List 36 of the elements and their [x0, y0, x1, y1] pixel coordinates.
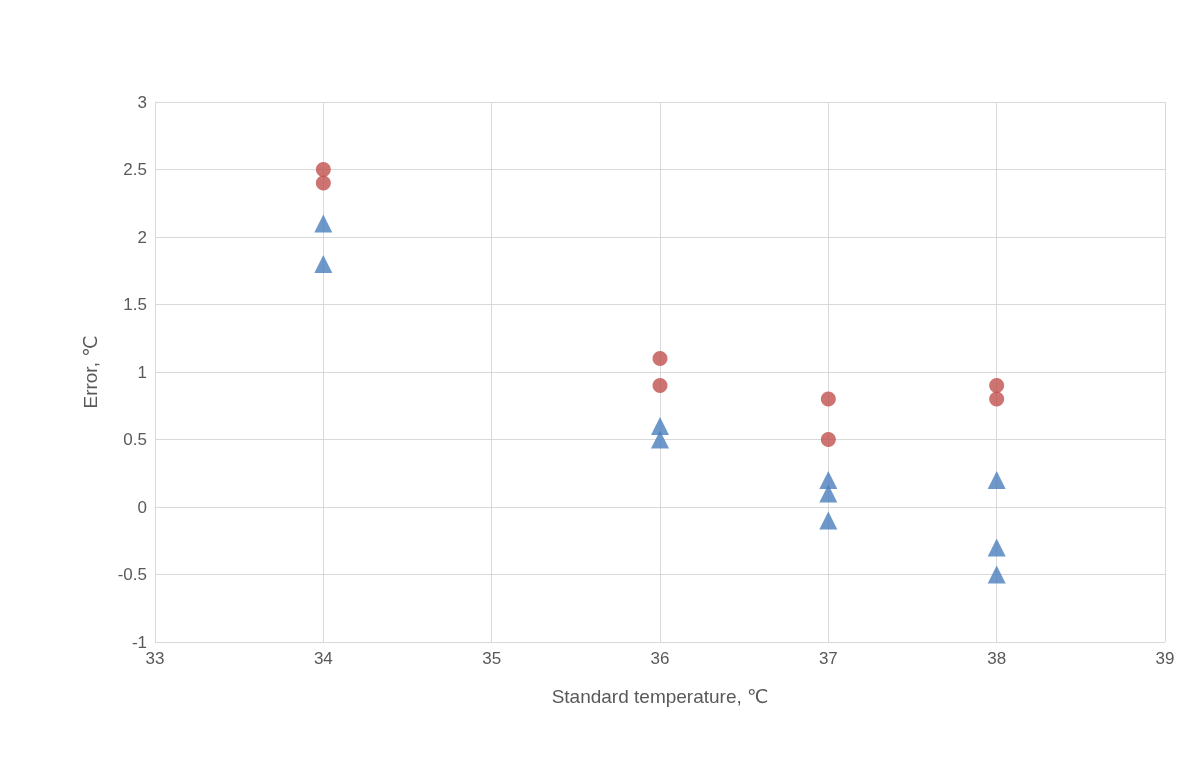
x-tick-label: 38: [987, 649, 1007, 668]
point: [820, 432, 836, 447]
y-tick-label: 1.5: [123, 295, 147, 314]
y-tick-label: -1: [131, 632, 147, 652]
point: [819, 511, 838, 530]
point: [820, 391, 836, 407]
point: [315, 162, 331, 177]
y-tick-label: -0.5: [117, 565, 147, 584]
point: [819, 484, 838, 503]
point: [989, 378, 1005, 393]
y-tick-label: 2: [137, 227, 147, 247]
point: [314, 214, 333, 233]
y-tick-label: 2.5: [123, 160, 147, 179]
point: [987, 471, 1006, 489]
y-tick-label: 3: [137, 92, 147, 112]
x-tick-label: 37: [818, 649, 838, 668]
point: [987, 565, 1006, 584]
point: [989, 391, 1005, 407]
point: [652, 351, 668, 366]
x-axis-title: Standard temperature, ℃: [551, 686, 769, 707]
point: [314, 255, 333, 273]
point: [651, 417, 669, 435]
point: [987, 538, 1006, 557]
y-tick-label: 1: [137, 362, 147, 382]
y-tick-label: 0: [137, 497, 147, 517]
point: [652, 378, 668, 393]
point: [819, 471, 838, 489]
x-tick-label: 35: [482, 649, 502, 668]
y-tick-label: 0.5: [123, 430, 147, 449]
point: [315, 175, 331, 191]
x-tick-label: 39: [1155, 649, 1175, 668]
x-tick-label: 34: [313, 649, 333, 668]
x-tick-label: 33: [145, 649, 165, 668]
x-tick-label: 36: [650, 649, 670, 668]
point: [651, 430, 669, 449]
y-axis-title: Error, ℃: [80, 335, 101, 409]
